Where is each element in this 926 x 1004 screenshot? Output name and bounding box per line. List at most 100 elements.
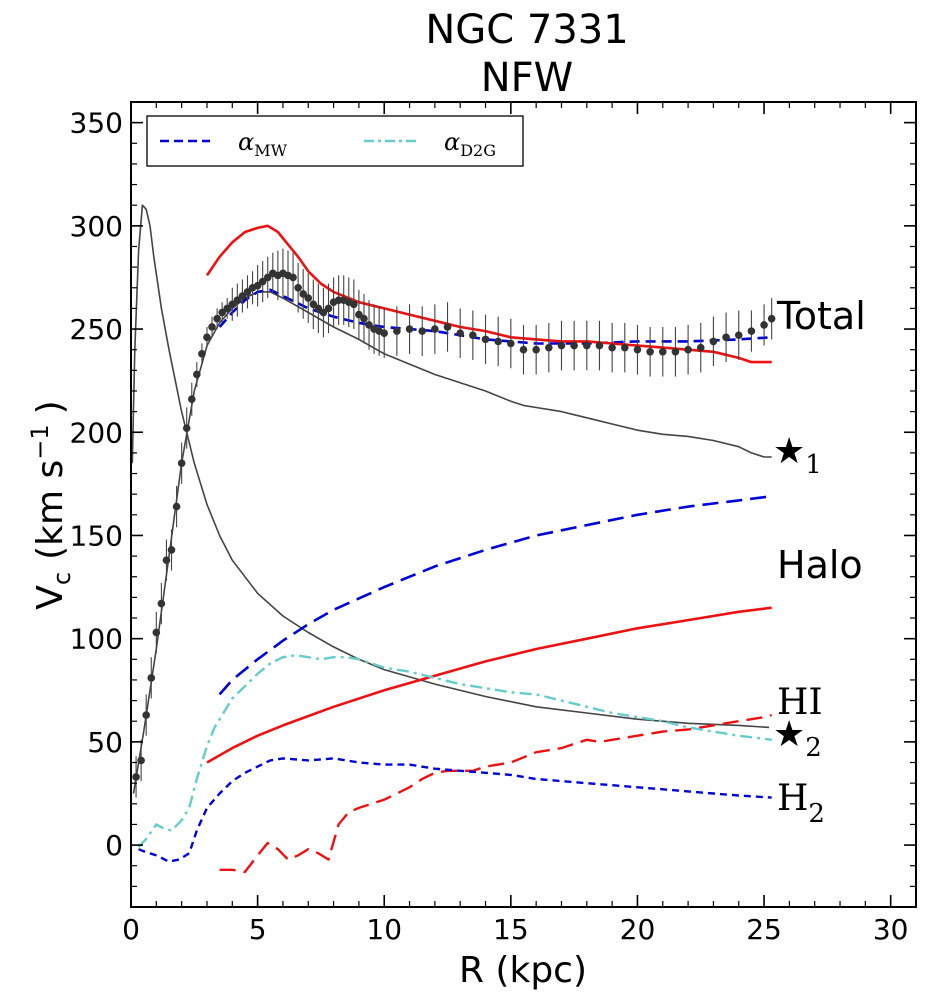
y-label-units: (km s	[30, 460, 71, 560]
data-point	[289, 273, 297, 282]
x-tick-label: 10	[366, 913, 402, 946]
y-label-subscript: c	[48, 572, 76, 585]
data-point	[583, 341, 591, 350]
x-tick-label: 25	[746, 913, 782, 946]
series-line-5	[218, 494, 772, 696]
chart-title: NGC 7331	[425, 7, 628, 53]
data-point	[608, 343, 616, 352]
data-point	[469, 331, 477, 340]
data-point	[532, 345, 540, 354]
h2-sub: 2	[808, 799, 825, 829]
series-line-7	[219, 713, 773, 874]
data-point	[494, 337, 502, 346]
y-tick-label: 100	[70, 623, 123, 656]
data-point	[545, 343, 553, 352]
data-point	[233, 296, 242, 304]
data-point	[760, 321, 768, 329]
data-point	[263, 273, 272, 282]
data-point	[187, 395, 196, 404]
data-point	[360, 314, 368, 323]
series-line-8	[138, 757, 772, 863]
data-point	[208, 323, 216, 331]
star-2-icon: ★	[773, 714, 805, 755]
annotation-star-2: ★2	[773, 714, 822, 763]
data-point	[182, 424, 191, 432]
legend-d2g-alpha: α	[444, 128, 460, 156]
data-point	[162, 556, 171, 565]
data-point	[198, 350, 206, 358]
series-line-9	[137, 654, 772, 848]
data-point	[314, 304, 323, 313]
data-point	[309, 300, 318, 309]
series-line-6	[206, 606, 772, 764]
data-point	[519, 345, 528, 354]
data-point	[294, 283, 302, 292]
data-point	[218, 308, 226, 317]
data-point	[767, 314, 776, 323]
y-tick-label: 350	[70, 107, 123, 140]
y-tick-label: 0	[105, 829, 123, 862]
data-point	[443, 323, 452, 331]
data-point	[228, 300, 237, 309]
annotation-halo: Halo	[777, 543, 863, 587]
data-point	[684, 345, 692, 354]
data-point	[747, 327, 756, 335]
y-axis-label: Vc (km s−1)	[26, 400, 76, 609]
data-point	[147, 674, 156, 682]
legend-mw-alpha: α	[238, 128, 254, 156]
data-point	[177, 459, 186, 468]
y-tick-label: 300	[70, 210, 123, 243]
star-2-sub: 2	[805, 733, 822, 763]
data-point	[137, 756, 145, 765]
data-point	[722, 333, 730, 342]
data-point	[380, 329, 389, 337]
data-point	[620, 343, 629, 352]
data-point	[132, 773, 140, 781]
observed-data-points	[132, 248, 776, 798]
x-tick-label: 5	[249, 913, 267, 946]
data-point	[172, 502, 181, 511]
y-tick-label: 150	[70, 519, 123, 552]
data-point	[456, 329, 464, 337]
data-point	[319, 308, 328, 317]
x-tick-label: 30	[873, 913, 909, 946]
data-point	[213, 314, 221, 323]
data-point	[157, 599, 166, 608]
data-point	[418, 327, 427, 335]
data-point	[734, 331, 743, 340]
data-point	[167, 546, 176, 554]
annotation-hi: HI	[777, 682, 823, 723]
annotation-total: Total	[776, 294, 866, 338]
data-point	[393, 327, 401, 335]
plot-frame	[130, 101, 917, 908]
data-point	[258, 277, 267, 286]
legend: αMW αD2G	[146, 115, 524, 167]
data-point	[365, 321, 373, 329]
x-tick-label: 20	[620, 913, 656, 946]
star-1-icon: ★	[773, 431, 805, 472]
y-tick-label: 250	[70, 313, 123, 346]
data-point	[570, 341, 578, 350]
data-point	[557, 341, 566, 350]
data-point	[658, 347, 667, 356]
y-tick-label: 200	[70, 416, 123, 449]
data-point	[431, 325, 439, 333]
data-point	[350, 300, 358, 309]
legend-d2g-sub: D2G	[460, 141, 496, 160]
data-point	[595, 341, 604, 350]
x-tick-label: 15	[493, 913, 529, 946]
data-point	[299, 290, 307, 298]
annotation-star-1: ★1	[773, 431, 822, 480]
data-point	[633, 345, 642, 354]
legend-label-mw: αMW	[238, 128, 288, 160]
data-point	[355, 310, 363, 319]
data-point	[142, 711, 150, 719]
data-point	[203, 333, 211, 342]
data-point	[152, 628, 161, 637]
data-point	[709, 337, 718, 346]
data-point	[238, 292, 247, 300]
data-point	[324, 304, 333, 313]
star-1-sub: 1	[805, 450, 822, 480]
legend-label-d2g: αD2G	[444, 128, 496, 160]
